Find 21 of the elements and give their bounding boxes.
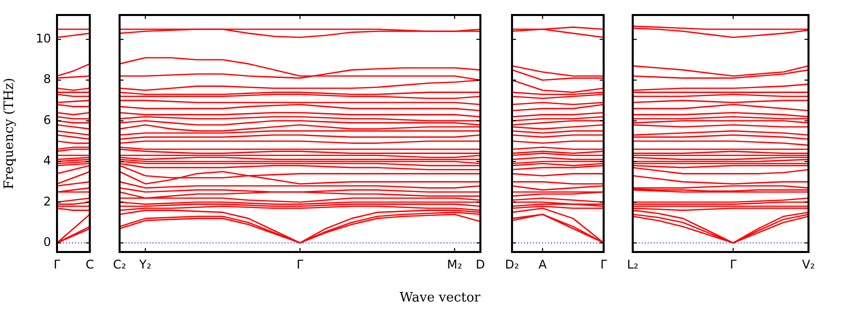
x-tick-label: C: [86, 257, 94, 272]
x-tick-label: C₂: [112, 257, 126, 272]
x-tick-label: Γ: [296, 257, 304, 272]
x-tick-label: D₂: [504, 257, 520, 272]
y-tick-label: 0: [43, 234, 51, 249]
x-axis-title: Wave vector: [400, 290, 482, 306]
x-tick-label: M₂: [447, 257, 462, 272]
x-tick-label: Y₂: [138, 257, 152, 272]
y-tick-label: 4: [43, 154, 51, 168]
x-tick-label: Γ: [54, 257, 61, 272]
x-tick-label: Γ: [730, 257, 737, 272]
x-tick-label: D: [476, 257, 486, 272]
y-tick-label: 10: [36, 32, 51, 46]
y-tick-label: 8: [43, 72, 51, 86]
x-tick-label: Γ: [600, 257, 608, 272]
y-tick-label: 6: [43, 112, 51, 127]
x-tick-label: A: [538, 257, 548, 272]
y-tick-label: 2: [43, 194, 51, 208]
y-axis-title: Frequency (THz): [2, 78, 18, 190]
x-tick-label: V₂: [802, 257, 816, 272]
x-tick-label: L₂: [627, 257, 639, 272]
